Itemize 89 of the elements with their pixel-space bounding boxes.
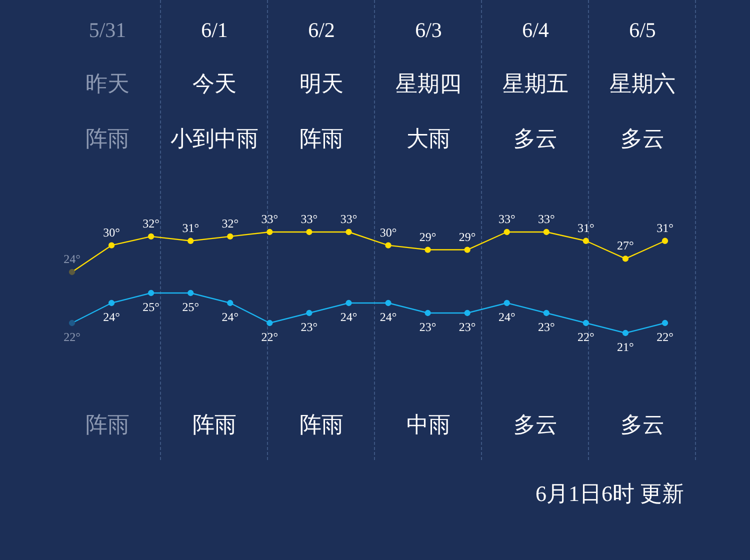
- data-label: 21°: [617, 340, 634, 354]
- data-label: 23°: [538, 320, 555, 334]
- data-label: 24°: [340, 310, 358, 324]
- data-label: 33°: [261, 212, 278, 226]
- data-label: 23°: [458, 320, 476, 334]
- text: 阵雨: [298, 411, 344, 439]
- point: [148, 233, 154, 240]
- point: [543, 228, 550, 236]
- point: [504, 300, 510, 306]
- data-label: 24°: [64, 252, 81, 266]
- text: 阵雨: [84, 125, 130, 153]
- point: [622, 330, 629, 336]
- text: 6/4: [521, 17, 550, 44]
- data-label: 30°: [103, 225, 120, 240]
- point: [385, 242, 392, 248]
- point: [266, 228, 273, 236]
- point: [148, 290, 154, 296]
- data-label: 33°: [538, 212, 555, 226]
- data-label: 23°: [300, 320, 318, 334]
- data-label: 24°: [380, 310, 397, 324]
- data-label: 24°: [103, 310, 120, 324]
- text: 多云: [620, 125, 666, 153]
- point: [464, 310, 470, 316]
- text: 星期六: [608, 70, 676, 98]
- data-label: 24°: [222, 310, 239, 324]
- point: [582, 320, 590, 326]
- point: [424, 310, 431, 316]
- data-label: 31°: [182, 220, 200, 235]
- data-label: 32°: [142, 216, 160, 230]
- text: 阵雨: [84, 411, 130, 439]
- point: [346, 300, 352, 306]
- text: 多云: [512, 411, 558, 439]
- point: [108, 242, 115, 248]
- text: 6/5: [628, 17, 657, 44]
- point: [68, 320, 76, 326]
- text: 明天: [298, 70, 344, 98]
- text: 阵雨: [192, 411, 238, 439]
- data-label: 31°: [656, 220, 674, 235]
- text: 阵雨: [298, 125, 344, 153]
- data-label: 33°: [300, 212, 318, 226]
- text: 6/3: [414, 17, 443, 44]
- text: 多云: [512, 125, 558, 153]
- point: [582, 238, 590, 244]
- point: [424, 246, 431, 253]
- text: 中雨: [406, 411, 452, 439]
- point: [464, 246, 470, 253]
- text: 星期四: [394, 70, 462, 98]
- text: 星期五: [502, 70, 570, 98]
- text: 6/2: [307, 17, 336, 44]
- text: 多云: [620, 411, 666, 439]
- text: 大雨: [406, 125, 452, 153]
- data-label: 33°: [498, 212, 516, 226]
- data-label: 29°: [419, 230, 436, 244]
- point: [108, 300, 115, 306]
- data-label: 29°: [458, 230, 476, 244]
- point: [306, 228, 312, 236]
- text: 今天: [192, 70, 238, 98]
- point: [266, 320, 273, 326]
- data-label: 22°: [64, 330, 81, 344]
- point: [188, 290, 194, 296]
- text: 昨天: [84, 70, 130, 98]
- data-label: 24°: [498, 310, 516, 324]
- point: [622, 256, 629, 262]
- data-label: 22°: [578, 330, 595, 344]
- data-label: 23°: [419, 320, 436, 334]
- data-label: 30°: [380, 225, 397, 240]
- point: [662, 238, 668, 244]
- point: [504, 228, 510, 236]
- data-label: 25°: [182, 300, 200, 314]
- data-label: 22°: [261, 330, 278, 344]
- text: 6/1: [200, 17, 229, 44]
- data-label: 32°: [222, 216, 239, 230]
- point: [662, 320, 668, 326]
- data-label: 25°: [142, 300, 160, 314]
- point: [543, 310, 550, 316]
- point: [68, 268, 76, 276]
- text: 6月1日6时 更新: [536, 480, 684, 508]
- data-label: 27°: [617, 238, 634, 253]
- text: 小到中雨: [170, 125, 260, 153]
- point: [188, 238, 194, 244]
- point: [227, 233, 234, 240]
- data-label: 22°: [656, 330, 674, 344]
- point: [306, 310, 312, 316]
- data-label: 31°: [578, 220, 595, 235]
- data-label: 33°: [340, 212, 358, 226]
- point: [227, 300, 234, 306]
- point: [385, 300, 392, 306]
- text: 5/31: [88, 17, 128, 44]
- point: [346, 228, 352, 236]
